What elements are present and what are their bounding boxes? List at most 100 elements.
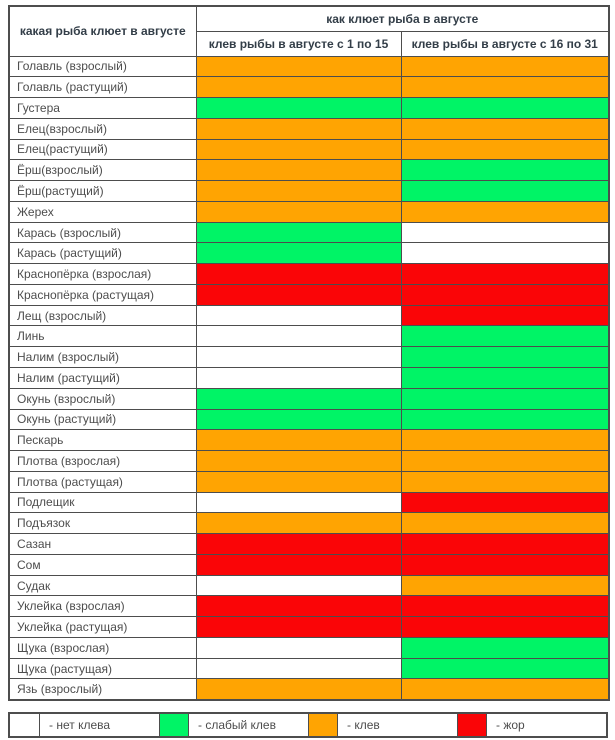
fish-name: Налим (растущий) <box>8 366 197 389</box>
fish-name: Карась (растущий) <box>8 242 197 265</box>
legend-label: - нет клева <box>49 717 111 732</box>
header-period1: клев рыбы в августе с 1 по 15 <box>195 30 402 57</box>
table-row: Краснопёрка (растущая) <box>8 283 610 306</box>
bite-cell-period1 <box>195 242 402 265</box>
table-row: Уклейка (взрослая) <box>8 595 610 618</box>
fish-table-body: Голавль (взрослый) Голавль (растущий) Густ… <box>8 55 610 701</box>
bite-cell-period1 <box>195 76 402 99</box>
bite-cell-period1 <box>195 97 402 119</box>
fish-name: Голавль (растущий) <box>8 76 197 99</box>
bite-cell-period1 <box>195 533 402 555</box>
bite-cell-period1 <box>195 595 402 618</box>
table-row: Лещ (взрослый) <box>8 304 610 327</box>
table-row: Пескарь <box>8 429 610 452</box>
legend-swatch-feeding_frenzy <box>457 713 487 736</box>
bite-cell-period2 <box>400 553 610 576</box>
fish-name: Язь (взрослый) <box>8 678 197 701</box>
bite-cell-period1 <box>195 55 402 78</box>
bite-cell-period1 <box>195 387 402 410</box>
fish-bite-table: какая рыба клюет в августе как клюет рыб… <box>8 5 611 701</box>
table-row: Голавль (растущий) <box>8 76 610 99</box>
header-period2: клев рыбы в августе с 16 по 31 <box>400 30 610 57</box>
fish-name: Густера <box>8 97 197 119</box>
fish-name: Судак <box>8 574 197 597</box>
bite-cell-period2 <box>400 408 610 431</box>
bite-cell-period2 <box>400 346 610 368</box>
fish-name: Голавль (взрослый) <box>8 55 197 78</box>
bite-cell-period1 <box>195 263 402 285</box>
fish-name: Сом <box>8 553 197 576</box>
table-row: Сом <box>8 553 610 576</box>
fish-name: Щука (растущая) <box>8 657 197 680</box>
bite-cell-period2 <box>400 366 610 389</box>
table-row: Елец(растущий) <box>8 138 610 161</box>
fish-name: Елец(взрослый) <box>8 117 197 140</box>
bite-cell-period1 <box>195 117 402 140</box>
fish-name: Лещ (взрослый) <box>8 304 197 327</box>
header-fish-column: какая рыба клюет в августе <box>8 5 197 57</box>
table-row: Язь (взрослый) <box>8 678 610 701</box>
fish-name: Уклейка (растущая) <box>8 616 197 638</box>
table-row: Щука (взрослая) <box>8 636 610 659</box>
legend-item: - клев <box>308 713 457 736</box>
table-row: Карась (растущий) <box>8 242 610 265</box>
bite-cell-period1 <box>195 366 402 389</box>
bite-cell-period2 <box>400 491 610 514</box>
bite-cell-period2 <box>400 450 610 472</box>
bite-cell-period2 <box>400 657 610 680</box>
bite-cell-period1 <box>195 491 402 514</box>
bite-cell-period2 <box>400 180 610 202</box>
fish-name: Жерех <box>8 200 197 223</box>
header-group: как клюет рыба в августе <box>195 5 610 32</box>
bite-cell-period2 <box>400 325 610 348</box>
bite-cell-period1 <box>195 346 402 368</box>
bite-cell-period2 <box>400 159 610 182</box>
bite-cell-period2 <box>400 221 610 244</box>
bite-cell-period2 <box>400 387 610 410</box>
fish-name: Краснопёрка (взрослая) <box>8 263 197 285</box>
bite-cell-period1 <box>195 221 402 244</box>
table-row: Подлещик <box>8 491 610 514</box>
bite-cell-period1 <box>195 512 402 535</box>
legend-item: - слабый клев <box>159 713 308 736</box>
bite-cell-period1 <box>195 678 402 701</box>
bite-cell-period2 <box>400 678 610 701</box>
bite-cell-period1 <box>195 138 402 161</box>
bite-cell-period2 <box>400 429 610 452</box>
table-row: Густера <box>8 97 610 119</box>
fish-name: Ёрш(взрослый) <box>8 159 197 182</box>
bite-cell-period1 <box>195 470 402 493</box>
bite-cell-period1 <box>195 450 402 472</box>
bite-cell-period2 <box>400 76 610 99</box>
table-row: Уклейка (растущая) <box>8 616 610 638</box>
bite-cell-period1 <box>195 636 402 659</box>
bite-cell-period1 <box>195 408 402 431</box>
bite-cell-period1 <box>195 574 402 597</box>
bite-cell-period2 <box>400 138 610 161</box>
fish-name: Налим (взрослый) <box>8 346 197 368</box>
table-row: Голавль (взрослый) <box>8 55 610 78</box>
fish-name: Пескарь <box>8 429 197 452</box>
table-row: Жерех <box>8 200 610 223</box>
table-row: Судак <box>8 574 610 597</box>
table-row: Карась (взрослый) <box>8 221 610 244</box>
bite-cell-period1 <box>195 180 402 202</box>
legend-swatch-bite <box>308 713 338 736</box>
table-row: Подъязок <box>8 512 610 535</box>
table-row: Краснопёрка (взрослая) <box>8 263 610 285</box>
table-row: Сазан <box>8 533 610 555</box>
fish-name: Плотва (растущая) <box>8 470 197 493</box>
fish-name: Уклейка (взрослая) <box>8 595 197 618</box>
bite-cell-period1 <box>195 325 402 348</box>
fish-name: Краснопёрка (растущая) <box>8 283 197 306</box>
table-row: Ёрш(взрослый) <box>8 159 610 182</box>
bite-cell-period1 <box>195 200 402 223</box>
bite-cell-period2 <box>400 200 610 223</box>
bite-cell-period1 <box>195 553 402 576</box>
table-row: Налим (взрослый) <box>8 346 610 368</box>
bite-cell-period1 <box>195 283 402 306</box>
fish-name: Окунь (взрослый) <box>8 387 197 410</box>
fish-name: Карась (взрослый) <box>8 221 197 244</box>
table-row: Щука (растущая) <box>8 657 610 680</box>
